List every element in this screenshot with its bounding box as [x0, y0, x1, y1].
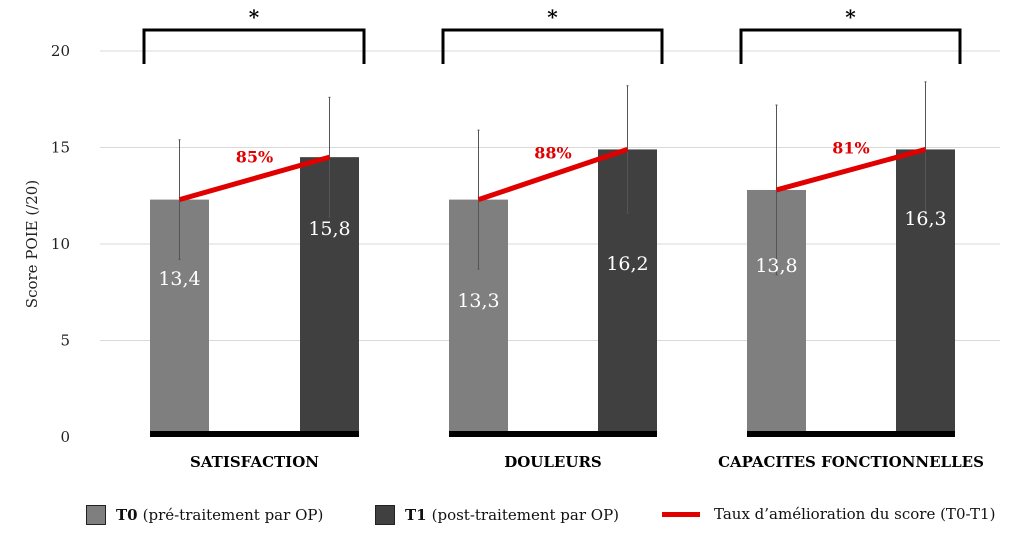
improvement-line	[477, 147, 629, 202]
significance-marker: *	[547, 5, 558, 29]
y-tick-label: 15	[51, 139, 70, 157]
y-tick-label: 0	[60, 428, 70, 446]
group-baseline	[449, 431, 657, 437]
improvement-line	[178, 154, 331, 203]
improvement-label: 85%	[236, 147, 273, 166]
chart: 0 5 10 15 20 Score POIE (/20) 85% 13,4 15,8 SATIS…	[23, 5, 1000, 471]
legend: T0 (pré-traitement par OP) T1 (post-trai…	[0, 505, 1024, 535]
y-tick-label: 5	[60, 332, 70, 350]
y-axis-label: Score POIE (/20)	[23, 180, 41, 308]
improvement-label: 88%	[534, 144, 571, 163]
data-label-t0: 13,4	[158, 268, 200, 290]
legend-swatch-t0	[86, 505, 106, 525]
legend-line-rate	[662, 511, 700, 517]
group-baseline	[150, 431, 359, 437]
data-label-t0: 13,3	[457, 290, 499, 312]
legend-key-t0: T0	[116, 506, 138, 524]
legend-item-t1: T1 (post-traitement par OP)	[375, 505, 619, 525]
legend-item-t0: T0 (pré-traitement par OP)	[86, 505, 323, 525]
data-label-t1: 16,3	[904, 208, 946, 230]
data-label-t0: 13,8	[755, 255, 797, 277]
improvement-line	[775, 147, 927, 193]
legend-text-rate: Taux d’amélioration du score (T0-T1)	[714, 505, 996, 523]
significance-bracket	[142, 28, 366, 64]
legend-text-t1: (post-traitement par OP)	[431, 506, 620, 524]
legend-key-t1: T1	[405, 506, 427, 524]
data-label-t1: 15,8	[308, 218, 350, 240]
significance-marker: *	[249, 5, 260, 29]
significance-bracket	[441, 28, 664, 64]
y-tick-label: 10	[51, 235, 70, 253]
category-label: CAPACITES FONCTIONNELLES	[718, 453, 984, 471]
y-tick-label: 20	[51, 42, 70, 60]
category-label: SATISFACTION	[190, 453, 319, 471]
legend-text-t0: (pré-traitement par OP)	[142, 506, 324, 524]
significance-bracket	[739, 28, 962, 64]
legend-item-rate: Taux d’amélioration du score (T0-T1)	[662, 505, 995, 523]
group-baseline	[747, 431, 955, 437]
legend-swatch-t1	[375, 505, 395, 525]
significance-marker: *	[845, 5, 856, 29]
data-label-t1: 16,2	[606, 253, 648, 275]
category-label: DOULEURS	[504, 453, 602, 471]
improvement-label: 81%	[832, 139, 869, 158]
